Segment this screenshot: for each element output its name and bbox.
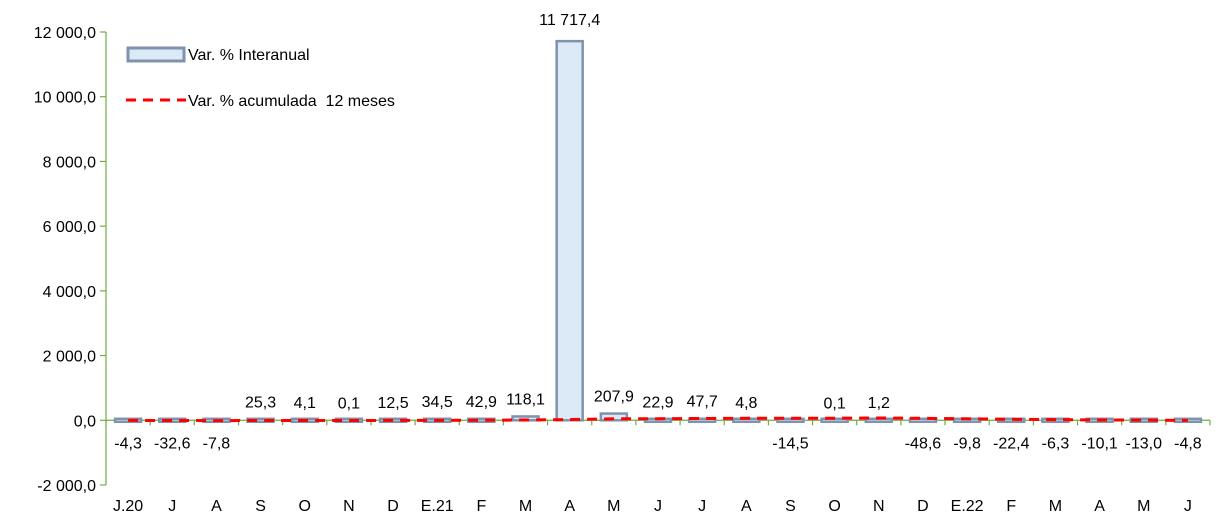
y-tick-label: 12 000,0 <box>34 25 96 42</box>
x-tick-label: A <box>1094 498 1105 515</box>
data-label: -14,5 <box>772 435 809 452</box>
data-label: 47,7 <box>687 394 718 411</box>
x-tick-label: O <box>828 498 840 515</box>
data-label: -6,3 <box>1042 435 1070 452</box>
data-label: 12,5 <box>377 395 408 412</box>
data-label: 22,9 <box>642 395 673 412</box>
x-tick-label: A <box>211 498 222 515</box>
bar <box>908 417 938 424</box>
x-tick-label: F <box>1006 498 1016 515</box>
x-tick-label: F <box>476 498 486 515</box>
line-group <box>128 416 1188 423</box>
x-tick-label: J <box>654 498 662 515</box>
data-label: -4,3 <box>114 435 142 452</box>
x-tick-label: E.21 <box>421 498 454 515</box>
y-tick-label: 8 000,0 <box>43 154 96 171</box>
data-label: -4,8 <box>1174 435 1202 452</box>
legend: Var. % Interanual Var. % acumulada 12 me… <box>126 46 395 110</box>
x-tick-label: M <box>519 498 532 515</box>
x-tick-label: J <box>168 498 176 515</box>
x-tick-label: J.20 <box>113 498 143 515</box>
data-label: 42,9 <box>466 394 497 411</box>
y-tick-label: 2 000,0 <box>43 349 96 366</box>
x-tick-label: O <box>298 498 310 515</box>
x-tick-label: A <box>741 498 752 515</box>
data-label: 34,5 <box>422 394 453 411</box>
legend-label-acumulada: Var. % acumulada 12 meses <box>188 93 395 110</box>
data-label: 4,1 <box>294 395 316 412</box>
data-label: 4,8 <box>735 395 757 412</box>
data-labels-group: -4,3 -32,6 -7,8 25,3 4,1 0,1 12,5 34,5 42,9 118,1… <box>114 12 1202 452</box>
x-tick-label: J <box>1184 498 1192 515</box>
data-label: 11 717,4 <box>539 12 600 29</box>
bar <box>776 417 805 424</box>
data-label: -22,4 <box>993 435 1030 452</box>
y-tick-label: 4 000,0 <box>43 284 96 301</box>
x-tick-label: M <box>607 498 620 515</box>
x-tick-label: S <box>255 498 266 515</box>
data-label: -7,8 <box>203 435 231 452</box>
data-label: -10,1 <box>1081 435 1118 452</box>
x-tick-label: N <box>873 498 885 515</box>
data-label: 25,3 <box>245 394 276 411</box>
y-tick-label: 6 000,0 <box>43 219 96 236</box>
data-label: 0,1 <box>338 395 360 412</box>
y-tick-label: 10 000,0 <box>34 90 96 107</box>
data-label: -9,8 <box>953 435 981 452</box>
data-label: 118,1 <box>506 391 545 408</box>
x-tick-label: N <box>343 498 355 515</box>
x-tick-label: D <box>387 498 399 515</box>
x-tick-label: S <box>785 498 796 515</box>
bar <box>113 417 143 424</box>
bar <box>555 39 584 422</box>
x-tick-label: M <box>1049 498 1062 515</box>
x-tick-label: M <box>1137 498 1150 515</box>
data-label: -13,0 <box>1126 435 1163 452</box>
x-tick-label: J <box>698 498 706 515</box>
bar <box>1173 417 1203 424</box>
line-series-acumulada <box>128 416 1188 423</box>
bar <box>687 417 717 424</box>
data-label: 0,1 <box>824 395 846 412</box>
data-label: -32,6 <box>154 435 191 452</box>
data-label: 207,9 <box>594 389 634 406</box>
x-tick-label: E.22 <box>951 498 984 515</box>
data-label: 1,2 <box>868 395 890 412</box>
legend-bar-swatch <box>126 46 186 63</box>
data-label: -48,6 <box>905 435 942 452</box>
x-tick-label: A <box>564 498 575 515</box>
x-tick-label: D <box>917 498 929 515</box>
legend-label-interanual: Var. % Interanual <box>188 47 310 64</box>
y-tick-label: -2 000,0 <box>37 478 96 495</box>
y-tick-label: 0,0 <box>74 413 96 430</box>
